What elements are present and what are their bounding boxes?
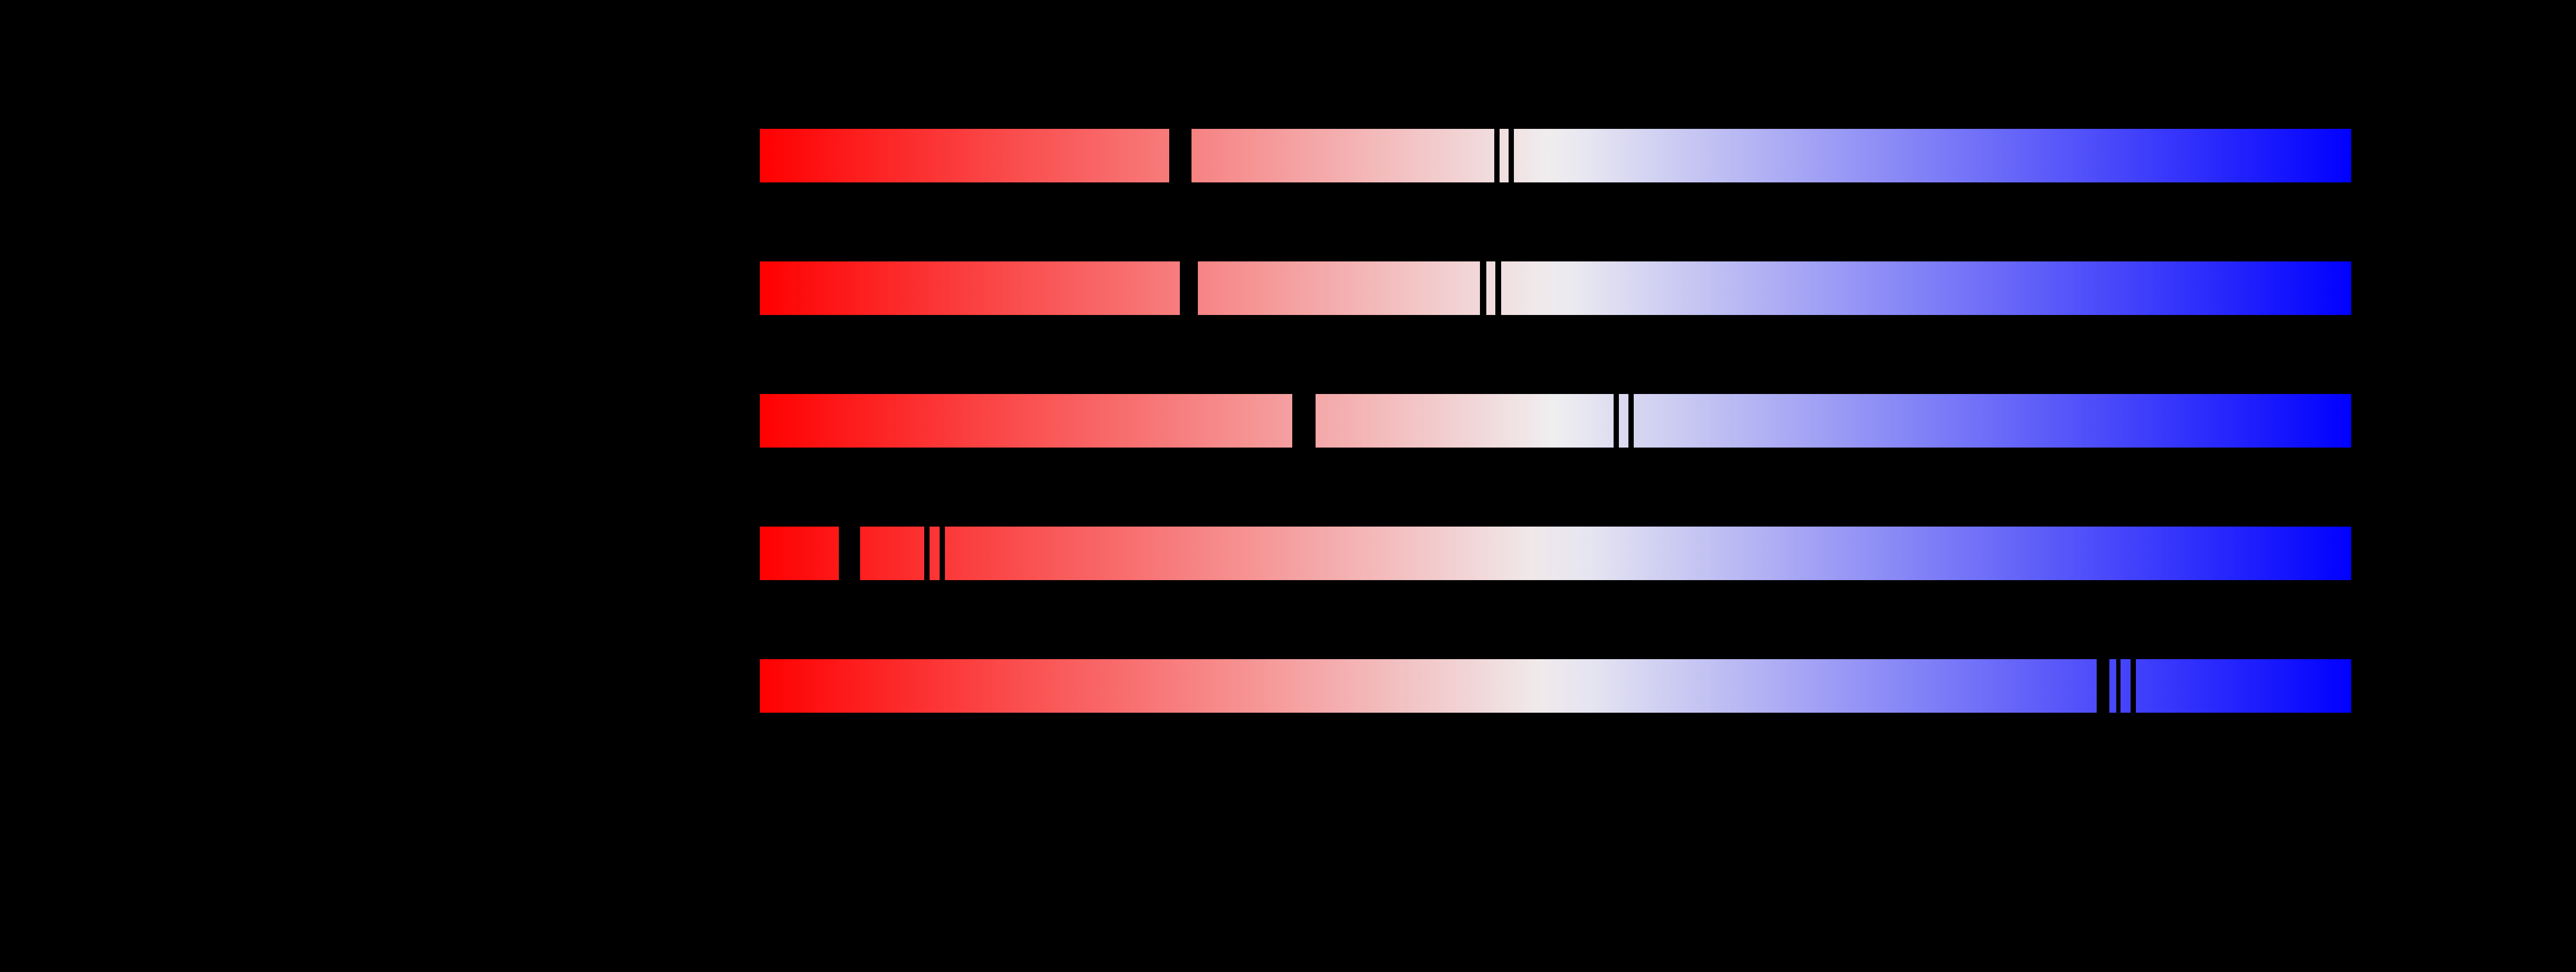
colorbar-segment-1-2 [1191,129,1494,182]
colorbar-row-2 [760,261,2351,315]
colorbar-segment-1-4 [1514,129,2351,182]
colorbar-segment-4-4 [945,527,2351,580]
colorbar-segment-2-1 [760,261,1180,315]
colorbar-segment-5-3 [2121,659,2131,713]
colorbar-segment-4-3 [930,527,940,580]
colorbar-row-3 [760,394,2351,448]
colorbar-row-4 [760,527,2351,580]
colorbar-segment-3-2 [1316,394,1614,448]
colorbar-segment-3-1 [760,394,1292,448]
colorbar-segment-3-3 [1619,394,1628,448]
colorbar-segment-5-1 [760,659,2097,713]
colorbar-segment-1-3 [1500,129,1509,182]
colorbar-segment-2-2 [1198,261,1480,315]
colorbar-row-1 [760,129,2351,182]
colorbar-segment-4-2 [860,527,924,580]
colorbar-row-5 [760,659,2351,713]
colorbar-segment-1-1 [760,129,1169,182]
colorbar-segment-5-4 [2136,659,2351,713]
colorbar-segment-3-4 [1634,394,2351,448]
colorbar-segment-2-4 [1501,261,2351,315]
colorbar-segment-4-1 [760,527,839,580]
colorbar-segment-5-2 [2109,659,2116,713]
colorbar-segment-2-3 [1486,261,1495,315]
